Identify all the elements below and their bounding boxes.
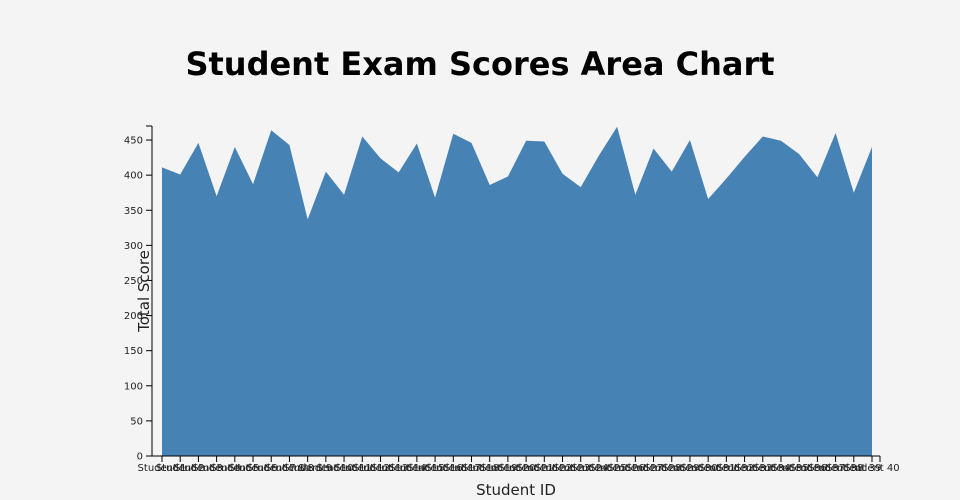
x-tick-label: Student 4: [192, 463, 241, 474]
x-tick-label: Student 1: [138, 463, 187, 474]
x-tick-label: Student 30: [662, 463, 717, 474]
x-tick-label: Student 26: [589, 463, 644, 474]
x-tick-label: Student 29: [644, 463, 699, 474]
x-tick-label: Student 24: [553, 463, 608, 474]
y-tick-label: 400: [124, 171, 143, 182]
y-tick-label: 150: [124, 346, 143, 357]
x-tick-label: Student 23: [535, 463, 590, 474]
x-tick-label: Student 14: [371, 463, 426, 474]
x-tick-label: Student 15: [389, 463, 444, 474]
x-tick-label: Student 9: [283, 463, 332, 474]
y-axis-label: Total Score: [135, 250, 153, 333]
x-tick-label: Student 12: [335, 463, 390, 474]
y-tick-label: 450: [124, 136, 143, 147]
chart-title: Student Exam Scores Area Chart: [185, 45, 774, 83]
x-tick-label: Student 39: [826, 463, 881, 474]
x-tick-label: Student 18: [444, 463, 499, 474]
x-tick-label: Student 16: [407, 463, 462, 474]
x-tick-label: Student 17: [426, 463, 481, 474]
x-tick-label: Student 3: [174, 463, 223, 474]
area-series: [162, 126, 872, 456]
x-tick-label: Student 38: [808, 463, 863, 474]
x-tick-label: Student 5: [210, 463, 259, 474]
y-tick-label: 350: [124, 206, 143, 217]
x-tick-label: Student 2: [156, 463, 205, 474]
x-tick-label: Student 20: [480, 463, 535, 474]
y-tick-label: 250: [124, 276, 143, 287]
x-tick-label: Student 33: [717, 463, 772, 474]
x-tick-label: Student 36: [772, 463, 827, 474]
x-tick-label: Student 37: [790, 463, 845, 474]
x-tick-label: Student 13: [353, 463, 408, 474]
x-tick-label: Student 31: [681, 463, 736, 474]
x-tick-label: Student 27: [608, 463, 663, 474]
x-tick-label: Student 11: [316, 463, 371, 474]
y-tick-label: 0: [137, 452, 143, 463]
x-tick-label: Student 19: [462, 463, 517, 474]
x-tick-label: Student 28: [626, 463, 681, 474]
x-tick-label: Student 21: [498, 463, 553, 474]
x-tick-label: Student 22: [517, 463, 572, 474]
y-tick-label: 200: [124, 311, 143, 322]
x-tick-label: Student 40: [844, 463, 899, 474]
x-axis-label: Student ID: [476, 481, 556, 499]
y-tick-label: 50: [130, 416, 143, 427]
x-tick-label: Student 10: [298, 463, 353, 474]
x-tick-label: Student 34: [735, 463, 790, 474]
x-tick-label: Student 25: [571, 463, 626, 474]
x-tick-label: Student 32: [699, 463, 754, 474]
x-tick-label: Student 7: [247, 463, 296, 474]
x-tick-label: Student 6: [229, 463, 278, 474]
x-tick-label: Student 35: [753, 463, 808, 474]
x-tick-label: Student 8: [265, 463, 314, 474]
y-tick-label: 300: [124, 241, 143, 252]
y-tick-label: 100: [124, 381, 143, 392]
y-axis: 0 50 100 150 200 250 300 350 400 450: [124, 125, 153, 463]
